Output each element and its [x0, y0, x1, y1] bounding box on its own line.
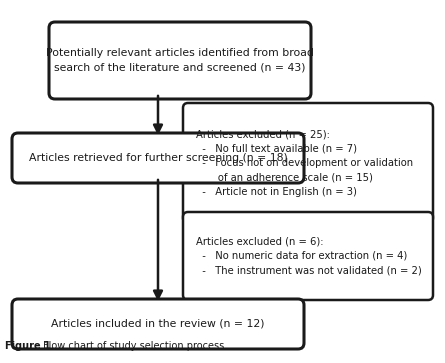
Text: Articles excluded (n = 25):
  -   No full text available (n = 7)
  -   Focus not: Articles excluded (n = 25): - No full te… [196, 129, 413, 197]
Text: Figure 1: Figure 1 [5, 341, 51, 351]
FancyBboxPatch shape [183, 103, 433, 223]
Text: Articles excluded (n = 6):
  -   No numeric data for extraction (n = 4)
  -   Th: Articles excluded (n = 6): - No numeric … [196, 237, 422, 276]
FancyBboxPatch shape [49, 22, 311, 99]
FancyBboxPatch shape [12, 299, 304, 349]
FancyBboxPatch shape [183, 212, 433, 300]
Text: Articles included in the review (n = 12): Articles included in the review (n = 12) [51, 319, 265, 329]
Text: Articles retrieved for further screening (n = 18): Articles retrieved for further screening… [28, 153, 287, 163]
Text: Flow chart of study selection process.: Flow chart of study selection process. [43, 341, 227, 351]
FancyBboxPatch shape [12, 133, 304, 183]
Text: Potentially relevant articles identified from broad
search of the literature and: Potentially relevant articles identified… [46, 48, 314, 73]
